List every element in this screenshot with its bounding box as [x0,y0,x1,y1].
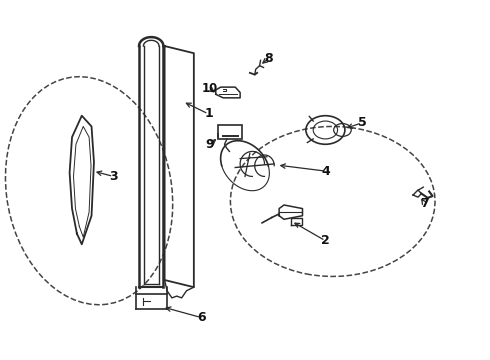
Text: 1: 1 [204,107,213,120]
Text: 7: 7 [420,197,429,210]
Text: 8: 8 [264,52,273,65]
Text: 2: 2 [321,234,330,247]
Text: 4: 4 [321,165,330,177]
Text: 10: 10 [202,82,218,95]
Text: 3: 3 [109,170,118,183]
Text: 6: 6 [197,311,205,324]
Bar [218,125,242,139]
Text: 9: 9 [206,138,214,151]
Text: 5: 5 [358,116,367,129]
